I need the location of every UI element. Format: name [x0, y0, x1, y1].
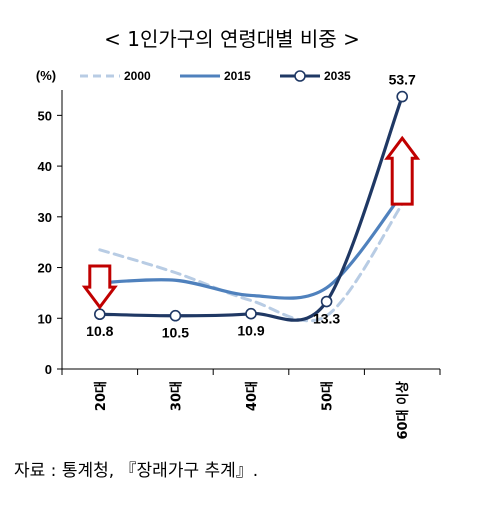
- series: [94, 90, 409, 323]
- chart-title: < 1인가구의 연령대별 비중 >: [104, 27, 360, 51]
- red-arrow-up: [384, 135, 421, 206]
- x-tick-label: 30대: [169, 381, 184, 411]
- x-tick-label: 20대: [94, 381, 109, 411]
- series-2035-line: [98, 94, 404, 322]
- axes: [61, 90, 440, 370]
- series-2035-point: [94, 308, 106, 321]
- data-labels: 10.8 10.5 10.9 13.3 53.7: [86, 72, 416, 341]
- y-ticks: 0 10 20 30 40 50: [38, 108, 62, 377]
- y-tick-label: 30: [38, 210, 52, 225]
- data-label: 10.5: [162, 325, 189, 341]
- x-ticks: 20대 30대 40대 50대 60대 이상: [61, 369, 441, 440]
- series-2035-point: [245, 307, 257, 320]
- y-tick-label: 40: [38, 159, 52, 174]
- y-axis-unit: (%): [36, 68, 56, 83]
- y-tick-label: 0: [45, 362, 52, 377]
- y-tick-label: 20: [38, 261, 52, 276]
- red-arrow-down: [81, 264, 118, 310]
- series-2035-point: [396, 90, 409, 103]
- y-tick-label: 10: [38, 311, 52, 326]
- legend: 2000 2015 2035: [80, 69, 351, 83]
- x-tick-label: 60대 이상: [395, 381, 411, 440]
- series-2035-point: [169, 309, 182, 322]
- x-tick-label: 40대: [245, 381, 260, 411]
- annotations: [81, 135, 421, 310]
- data-label: 10.8: [86, 323, 113, 339]
- x-tick-label: 50대: [321, 381, 336, 411]
- series-2015-line: [98, 192, 404, 300]
- y-tick-label: 50: [38, 108, 52, 123]
- source-note: 자료 : 통계청, 『장래가구 추계』.: [14, 461, 258, 481]
- legend-label-2000: 2000: [124, 69, 151, 83]
- series-2035-point: [320, 295, 333, 308]
- legend-label-2035: 2035: [324, 69, 351, 83]
- data-label: 13.3: [313, 311, 340, 327]
- legend-marker-2035: [294, 70, 306, 82]
- legend-label-2015: 2015: [224, 69, 251, 83]
- series-2000-line: [98, 202, 404, 323]
- data-label: 53.7: [389, 72, 416, 88]
- data-label: 10.9: [237, 323, 264, 339]
